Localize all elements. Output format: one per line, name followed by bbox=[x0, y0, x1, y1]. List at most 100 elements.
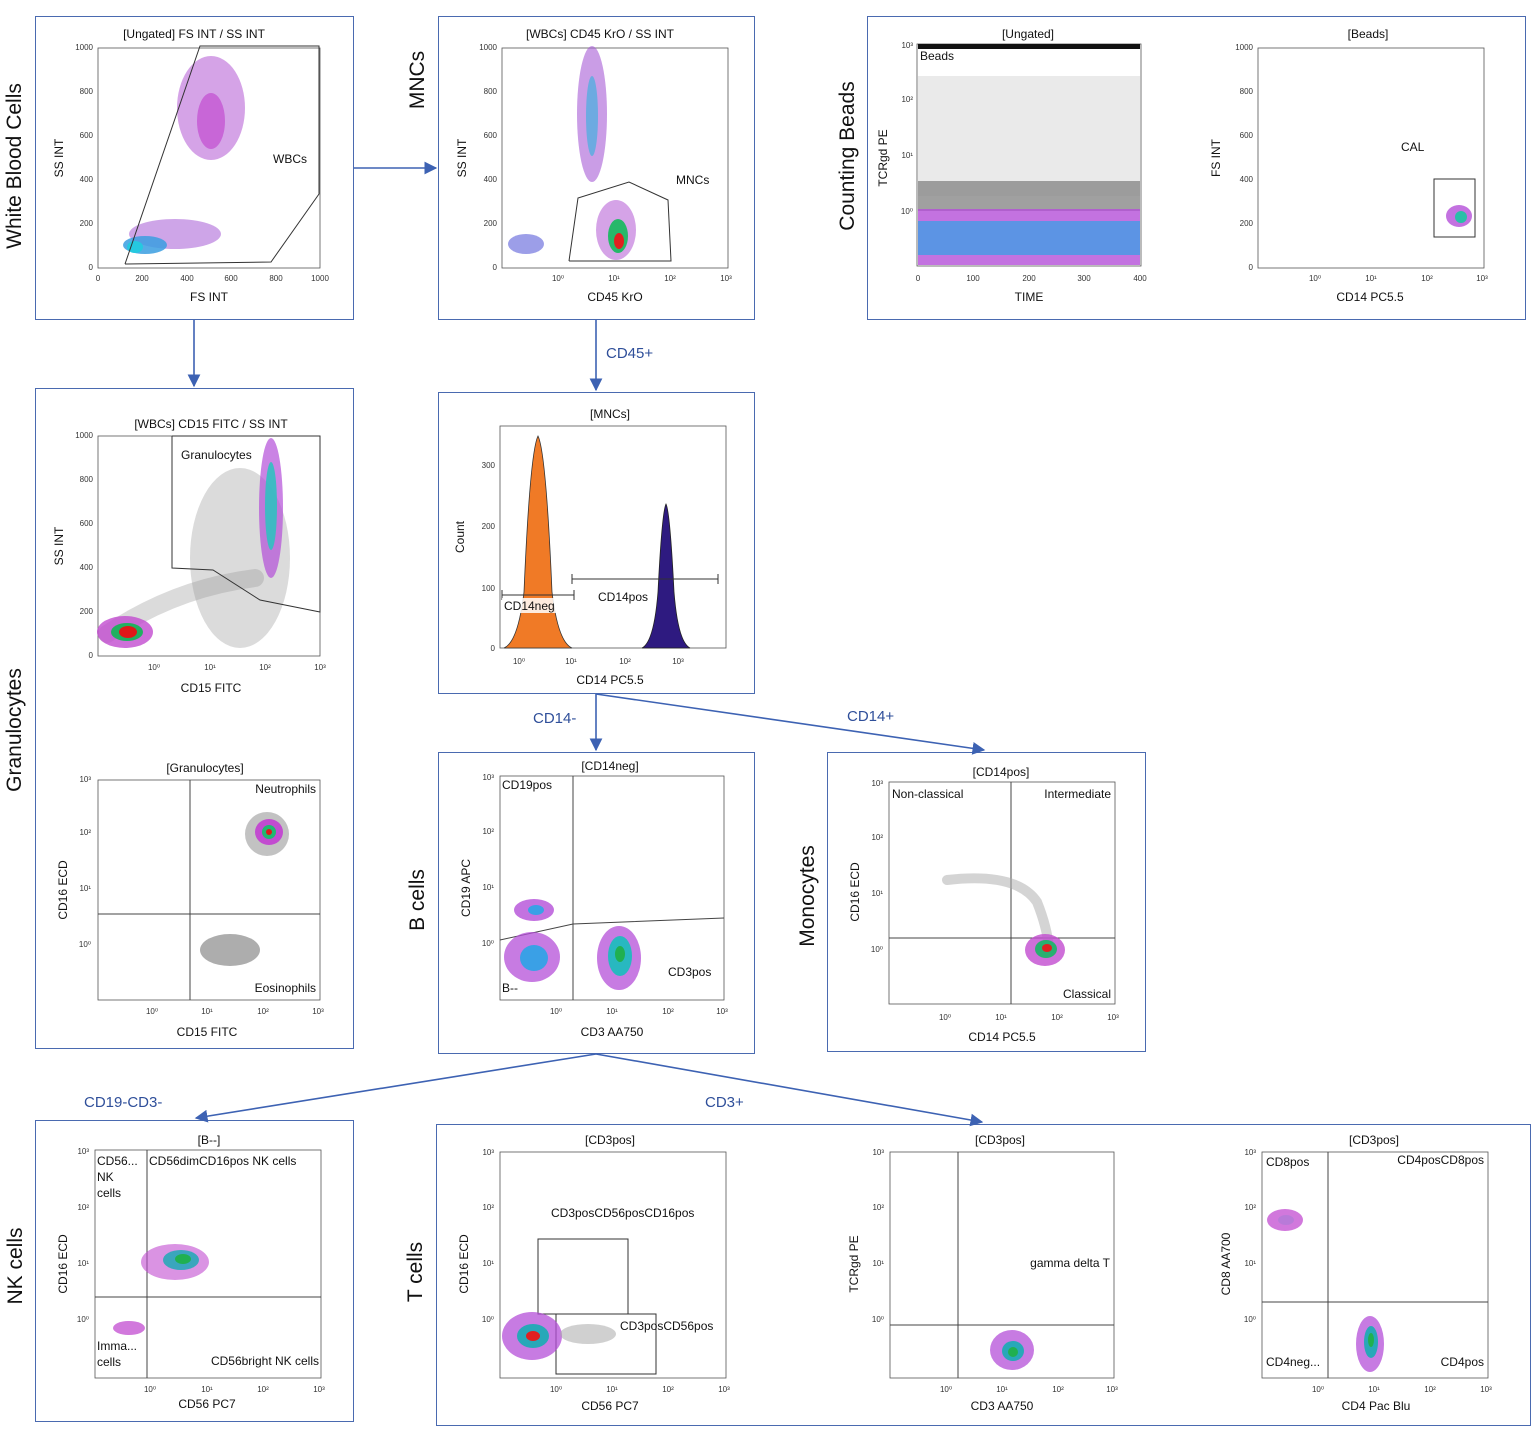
y-tick: 10¹ bbox=[1244, 1259, 1256, 1268]
panel-bcells bbox=[438, 752, 755, 1054]
y-tick: 10⁰ bbox=[77, 1315, 89, 1324]
y-tick: 10¹ bbox=[482, 883, 494, 892]
plot-title: [Ungated] bbox=[1002, 27, 1054, 41]
x-tick: 10² bbox=[662, 1007, 674, 1016]
x-axis-label: CD15 FITC bbox=[181, 681, 242, 695]
y-axis-label: CD19 APC bbox=[459, 859, 473, 917]
y-tick: 600 bbox=[80, 519, 94, 528]
gate-cd3posCD56posCD16pos bbox=[537, 1238, 629, 1315]
plot-cd14neg-cd3-cd19: [CD14neg] CD19pos CD3pos B-- CD3 AA750 C… bbox=[459, 759, 728, 1039]
y-tick: 1000 bbox=[75, 43, 93, 52]
y-tick: 10¹ bbox=[79, 884, 91, 893]
y-axis-label: TCRgd PE bbox=[876, 129, 890, 186]
x-tick: 10¹ bbox=[204, 663, 216, 672]
plot-title: [Granulocytes] bbox=[166, 761, 243, 775]
arrow-bcells-to-tcells bbox=[595, 1053, 984, 1127]
y-tick: 200 bbox=[482, 522, 496, 531]
y-tick: 10² bbox=[872, 1203, 884, 1212]
gate-label-non-classical: Non-classical bbox=[892, 787, 963, 801]
x-tick: 10³ bbox=[1106, 1385, 1118, 1394]
y-tick: 400 bbox=[484, 175, 498, 184]
x-tick: 10² bbox=[662, 1385, 674, 1394]
edge-label-cd19cd3: CD19-CD3- bbox=[84, 1094, 163, 1111]
y-tick: 800 bbox=[1240, 87, 1254, 96]
event-cloud-debris bbox=[508, 234, 544, 254]
x-tick: 0 bbox=[96, 274, 101, 283]
y-tick: 400 bbox=[80, 563, 94, 572]
plot-frame bbox=[889, 1151, 1115, 1379]
y-tick: 10⁰ bbox=[1244, 1315, 1256, 1324]
plot-nk-cells: [B--] CD56... NK cells CD56dimCD16pos NK… bbox=[56, 1133, 325, 1411]
edge-label-cd45: CD45+ bbox=[606, 345, 654, 362]
y-tick: 10¹ bbox=[901, 151, 913, 160]
plot-title: [B--] bbox=[198, 1133, 221, 1147]
gate-label-cd3posCD56pos: CD3posCD56pos bbox=[620, 1319, 713, 1333]
x-tick: 10³ bbox=[1476, 274, 1488, 283]
y-tick: 10¹ bbox=[482, 1259, 494, 1268]
x-tick: 10⁰ bbox=[144, 1385, 156, 1394]
plot-time-tcrgd: [Ungated] Beads TIME TCRgd PE 0 100 200 … bbox=[876, 27, 1147, 304]
gate-label-cd19pos: CD19pos bbox=[502, 778, 552, 792]
gate-label-cd4pos: CD4pos bbox=[1441, 1355, 1484, 1369]
x-tick: 600 bbox=[224, 274, 238, 283]
gate-label-cd56bright: CD56bright NK cells bbox=[211, 1354, 319, 1368]
gate-label-nk: NK bbox=[97, 1170, 114, 1184]
y-axis-label: FS INT bbox=[1209, 138, 1223, 177]
y-tick: 800 bbox=[80, 87, 94, 96]
plot-title: [CD14neg] bbox=[581, 759, 638, 773]
gate-cal bbox=[1433, 178, 1476, 238]
plot-granulocytes-cd15-cd16: [Granulocytes] Neutrophils Eosinophils C… bbox=[56, 761, 324, 1039]
y-tick: 10³ bbox=[871, 779, 883, 788]
gate-label-mncs: MNCs bbox=[676, 173, 709, 187]
plot-frame bbox=[499, 1151, 727, 1379]
x-tick: 400 bbox=[180, 274, 194, 283]
edge-label-cd14pos: CD14+ bbox=[847, 708, 895, 725]
plot-cd14pos-monocytes: [CD14pos] Non-classical Intermediate Cla… bbox=[848, 765, 1119, 1044]
x-tick: 10³ bbox=[314, 663, 326, 672]
x-tick: 200 bbox=[135, 274, 149, 283]
x-tick: 10⁰ bbox=[940, 1385, 952, 1394]
x-axis-label: CD3 AA750 bbox=[971, 1399, 1034, 1413]
gate-label-cd3pos: CD3pos bbox=[668, 965, 711, 979]
plot-title: [CD14pos] bbox=[973, 765, 1030, 779]
y-tick: 1000 bbox=[479, 43, 497, 52]
x-tick: 400 bbox=[1133, 274, 1147, 283]
x-tick: 10¹ bbox=[565, 657, 577, 666]
plot-title: [CD3pos] bbox=[1349, 1133, 1399, 1147]
gate-label-cd14pos: CD14pos bbox=[598, 590, 648, 604]
x-tick: 10⁰ bbox=[1312, 1385, 1324, 1394]
x-tick: 10² bbox=[1421, 274, 1433, 283]
x-tick: 10² bbox=[664, 274, 676, 283]
x-tick: 200 bbox=[1022, 274, 1036, 283]
y-tick: 200 bbox=[80, 607, 94, 616]
x-tick: 10² bbox=[1051, 1013, 1063, 1022]
y-tick: 300 bbox=[482, 461, 496, 470]
plot-frame bbox=[501, 47, 729, 269]
y-tick: 0 bbox=[89, 651, 94, 660]
plot-title: [CD3pos] bbox=[975, 1133, 1025, 1147]
x-axis-label: CD14 PC5.5 bbox=[576, 673, 644, 687]
y-tick: 10³ bbox=[901, 41, 913, 50]
y-tick: 10⁰ bbox=[482, 1315, 494, 1324]
event-cloud-cd56pos bbox=[560, 1324, 616, 1344]
gate-label-cd8pos: CD8pos bbox=[1266, 1155, 1309, 1169]
y-tick: 10² bbox=[1244, 1203, 1256, 1212]
plot-frame bbox=[1261, 1151, 1489, 1379]
plot-title: [WBCs] CD45 KrO / SS INT bbox=[526, 27, 675, 41]
gate-label-cal: CAL bbox=[1401, 140, 1425, 154]
x-tick: 10³ bbox=[672, 657, 684, 666]
x-tick: 10² bbox=[257, 1007, 269, 1016]
panel-tcells bbox=[436, 1124, 1531, 1426]
x-tick: 10⁰ bbox=[146, 1007, 158, 1016]
plot-cd15-ss: [WBCs] CD15 FITC / SS INT Granulocytes C… bbox=[52, 417, 326, 695]
y-tick: 10² bbox=[79, 828, 91, 837]
plot-ungated-fs-ss: [Ungated] FS INT / SS INT WBCs FS INT SS… bbox=[52, 27, 329, 304]
y-axis-label: SS INT bbox=[52, 138, 66, 177]
y-axis-label: SS INT bbox=[455, 138, 469, 177]
plot-frame bbox=[499, 425, 727, 649]
y-tick: 200 bbox=[80, 219, 94, 228]
panel-granulocytes bbox=[35, 388, 354, 1049]
gate-label-cd4neg: CD4neg... bbox=[1266, 1355, 1320, 1369]
y-tick: 10⁰ bbox=[871, 945, 883, 954]
